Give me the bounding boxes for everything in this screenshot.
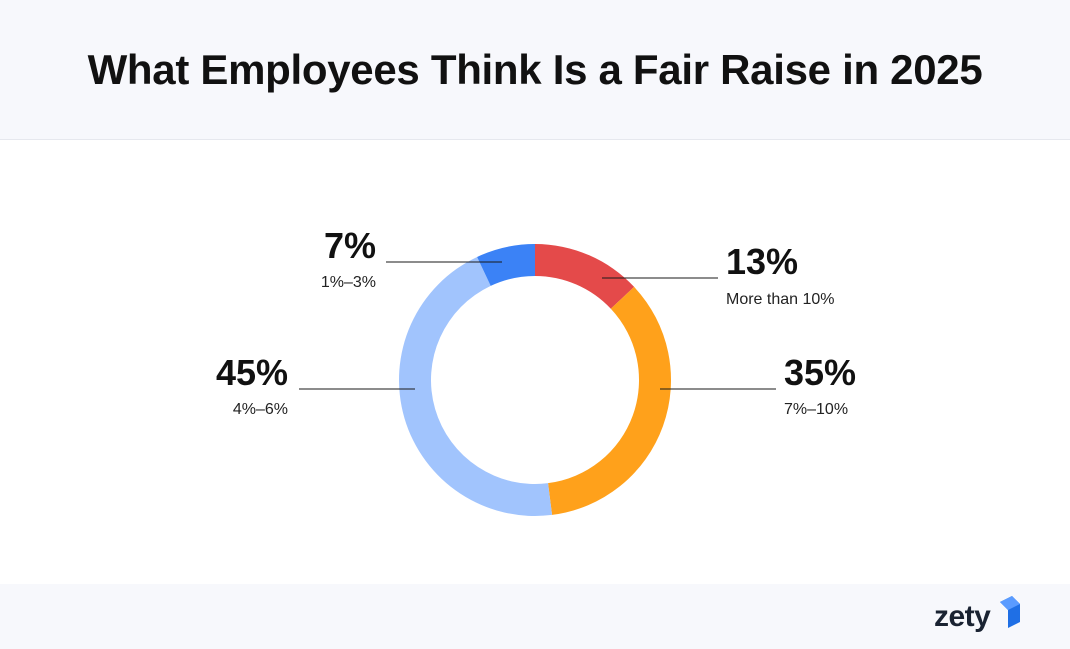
donut-chart: 13% More than 10% 35% 7%–10% 45% 4%–6% 7% 1%–3%	[216, 225, 856, 516]
donut-slice-more-than-10	[535, 244, 635, 309]
footer-bar	[0, 584, 1070, 649]
slice-value-label-4-6: 45%	[216, 352, 288, 393]
logo-text: zety	[934, 600, 991, 633]
slice-category-label-1-3: 1%–3%	[321, 274, 376, 291]
donut-slice-1-3	[477, 244, 535, 286]
chart-title: What Employees Think Is a Fair Raise in …	[87, 45, 983, 93]
slice-category-label-4-6: 4%–6%	[233, 401, 288, 418]
donut-slice-4-6	[398, 256, 553, 516]
slice-category-label-more-than-10: More than 10%	[726, 291, 835, 308]
donut-slice-7-10	[548, 286, 671, 515]
chart-area: 13% More than 10% 35% 7%–10% 45% 4%–6% 7% 1%–3%	[0, 140, 1070, 584]
slice-category-label-7-10: 7%–10%	[784, 401, 848, 418]
zety-logo: zety	[934, 592, 1024, 638]
logo-mark-icon	[1000, 596, 1020, 628]
slice-value-label-7-10: 35%	[784, 352, 856, 393]
slice-value-label-more-than-10: 13%	[726, 241, 798, 282]
slice-value-label-1-3: 7%	[324, 225, 376, 266]
chart-header: What Employees Think Is a Fair Raise in …	[0, 0, 1070, 140]
